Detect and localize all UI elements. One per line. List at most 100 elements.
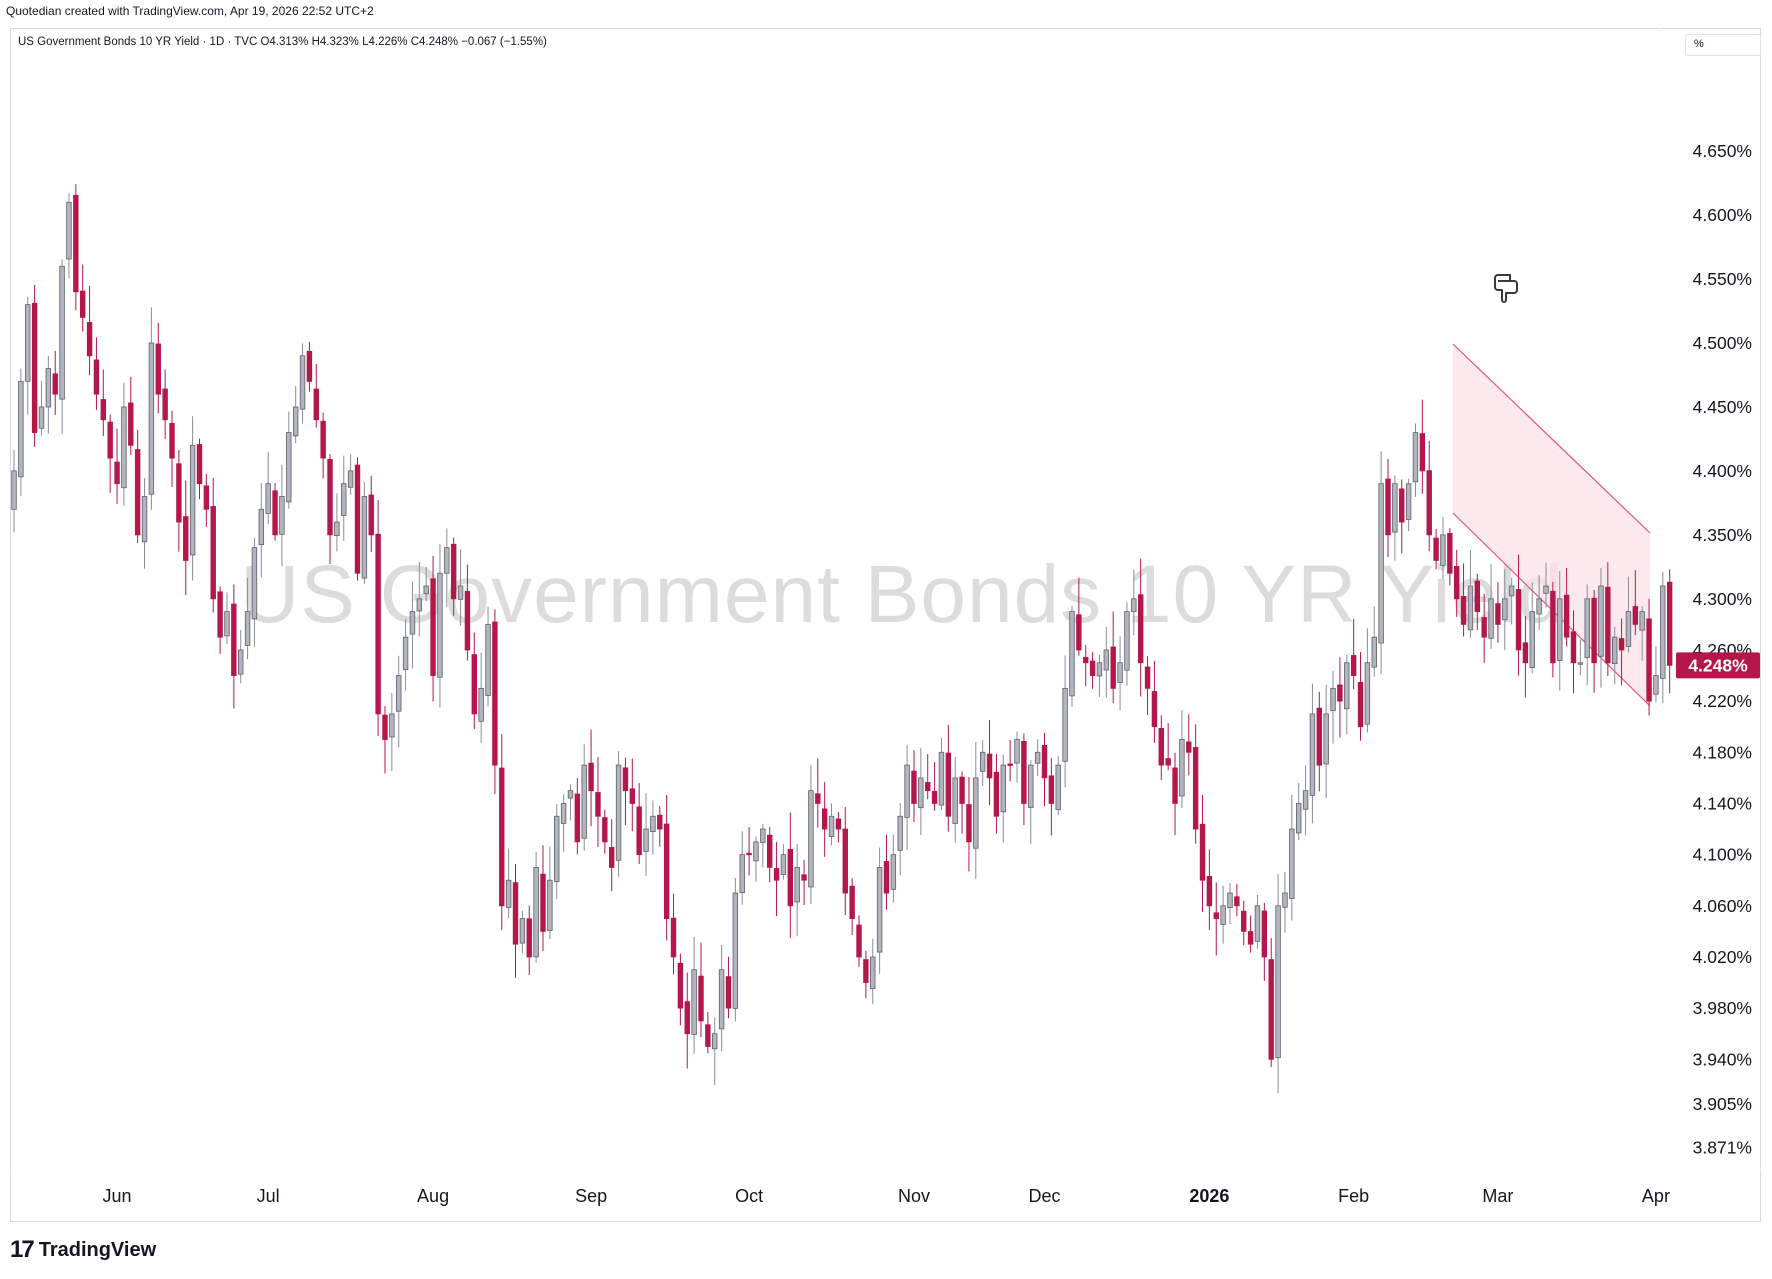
- candle[interactable]: [760, 823, 766, 868]
- candle[interactable]: [265, 452, 271, 524]
- candle[interactable]: [93, 337, 100, 410]
- candle[interactable]: [183, 480, 189, 596]
- candle[interactable]: [1124, 602, 1130, 686]
- candle[interactable]: [1378, 451, 1384, 674]
- candle[interactable]: [1399, 479, 1405, 554]
- candle[interactable]: [560, 794, 567, 852]
- candle[interactable]: [691, 937, 697, 1054]
- candle[interactable]: [121, 382, 127, 506]
- candle[interactable]: [1605, 562, 1611, 677]
- candle[interactable]: [1440, 517, 1446, 580]
- candle[interactable]: [1282, 871, 1288, 933]
- candle[interactable]: [1357, 652, 1364, 741]
- candle[interactable]: [1247, 915, 1254, 953]
- candle[interactable]: [746, 827, 752, 876]
- candle[interactable]: [890, 834, 897, 903]
- candle[interactable]: [313, 363, 319, 428]
- candle[interactable]: [59, 259, 65, 435]
- candle[interactable]: [815, 758, 821, 828]
- candle[interactable]: [595, 757, 601, 848]
- candle[interactable]: [1508, 577, 1515, 625]
- candle[interactable]: [1371, 606, 1377, 677]
- candle[interactable]: [1014, 731, 1020, 783]
- candle[interactable]: [347, 454, 354, 495]
- candle[interactable]: [808, 765, 814, 904]
- candle[interactable]: [1186, 714, 1192, 776]
- candle[interactable]: [1158, 715, 1164, 781]
- candle[interactable]: [1041, 732, 1048, 807]
- candle[interactable]: [1000, 754, 1006, 843]
- candle[interactable]: [320, 412, 326, 479]
- candle[interactable]: [1316, 691, 1322, 792]
- candle[interactable]: [925, 754, 931, 800]
- symbol-ohlc-legend[interactable]: US Government Bonds 10 YR Yield · 1D · T…: [18, 36, 547, 48]
- candle[interactable]: [883, 834, 890, 910]
- candle[interactable]: [1350, 618, 1357, 690]
- candle[interactable]: [931, 762, 938, 811]
- tradingview-brand[interactable]: 17 TradingView: [10, 1235, 156, 1265]
- candle[interactable]: [1474, 573, 1481, 631]
- candle[interactable]: [1577, 639, 1584, 675]
- candle[interactable]: [1261, 902, 1268, 981]
- candle[interactable]: [162, 369, 168, 439]
- candle[interactable]: [11, 450, 17, 533]
- candle[interactable]: [540, 845, 546, 952]
- candle[interactable]: [1385, 458, 1391, 558]
- candle[interactable]: [1591, 589, 1597, 693]
- candle[interactable]: [526, 905, 532, 975]
- candle[interactable]: [677, 953, 684, 1026]
- candle[interactable]: [1083, 644, 1089, 686]
- candle[interactable]: [773, 841, 780, 917]
- candle[interactable]: [1220, 885, 1226, 944]
- candle[interactable]: [368, 475, 374, 553]
- candle[interactable]: [1096, 654, 1103, 697]
- candle[interactable]: [1612, 626, 1618, 685]
- candle[interactable]: [217, 586, 223, 654]
- candle[interactable]: [1179, 710, 1185, 808]
- candle[interactable]: [238, 629, 244, 684]
- candle[interactable]: [1192, 724, 1199, 844]
- candle[interactable]: [1598, 568, 1604, 688]
- candle[interactable]: [1048, 758, 1055, 836]
- candle[interactable]: [1584, 584, 1590, 686]
- candle[interactable]: [251, 537, 258, 647]
- candle[interactable]: [787, 812, 794, 939]
- candle[interactable]: [389, 692, 395, 772]
- candle[interactable]: [828, 803, 835, 846]
- candle[interactable]: [1660, 571, 1666, 704]
- candle[interactable]: [725, 956, 732, 1019]
- candle[interactable]: [396, 655, 402, 748]
- candle[interactable]: [341, 455, 347, 542]
- candle[interactable]: [718, 944, 725, 1052]
- candle[interactable]: [588, 729, 594, 827]
- candle[interactable]: [567, 784, 574, 821]
- candle[interactable]: [1089, 652, 1096, 689]
- candle[interactable]: [1234, 883, 1240, 917]
- candle[interactable]: [478, 652, 484, 743]
- candle[interactable]: [780, 844, 787, 880]
- candle[interactable]: [1639, 606, 1645, 661]
- candle[interactable]: [1021, 733, 1027, 826]
- candle[interactable]: [1419, 399, 1426, 494]
- candle[interactable]: [739, 831, 745, 905]
- candle[interactable]: [698, 942, 704, 1038]
- candle[interactable]: [52, 350, 58, 415]
- candle[interactable]: [993, 753, 1000, 834]
- candle[interactable]: [1213, 882, 1219, 956]
- candle[interactable]: [643, 793, 649, 877]
- candle[interactable]: [1447, 528, 1453, 586]
- candle[interactable]: [292, 386, 299, 444]
- candle[interactable]: [705, 1011, 711, 1054]
- candle[interactable]: [1007, 739, 1013, 782]
- candle[interactable]: [1550, 581, 1556, 678]
- candle[interactable]: [732, 878, 739, 1022]
- candle[interactable]: [492, 609, 498, 794]
- candle[interactable]: [1199, 795, 1206, 913]
- candle[interactable]: [512, 864, 519, 978]
- candle[interactable]: [1529, 582, 1535, 674]
- candle[interactable]: [1144, 656, 1151, 716]
- candle[interactable]: [1646, 598, 1652, 716]
- candle[interactable]: [382, 706, 388, 774]
- candle[interactable]: [973, 741, 979, 879]
- candle[interactable]: [1364, 628, 1371, 733]
